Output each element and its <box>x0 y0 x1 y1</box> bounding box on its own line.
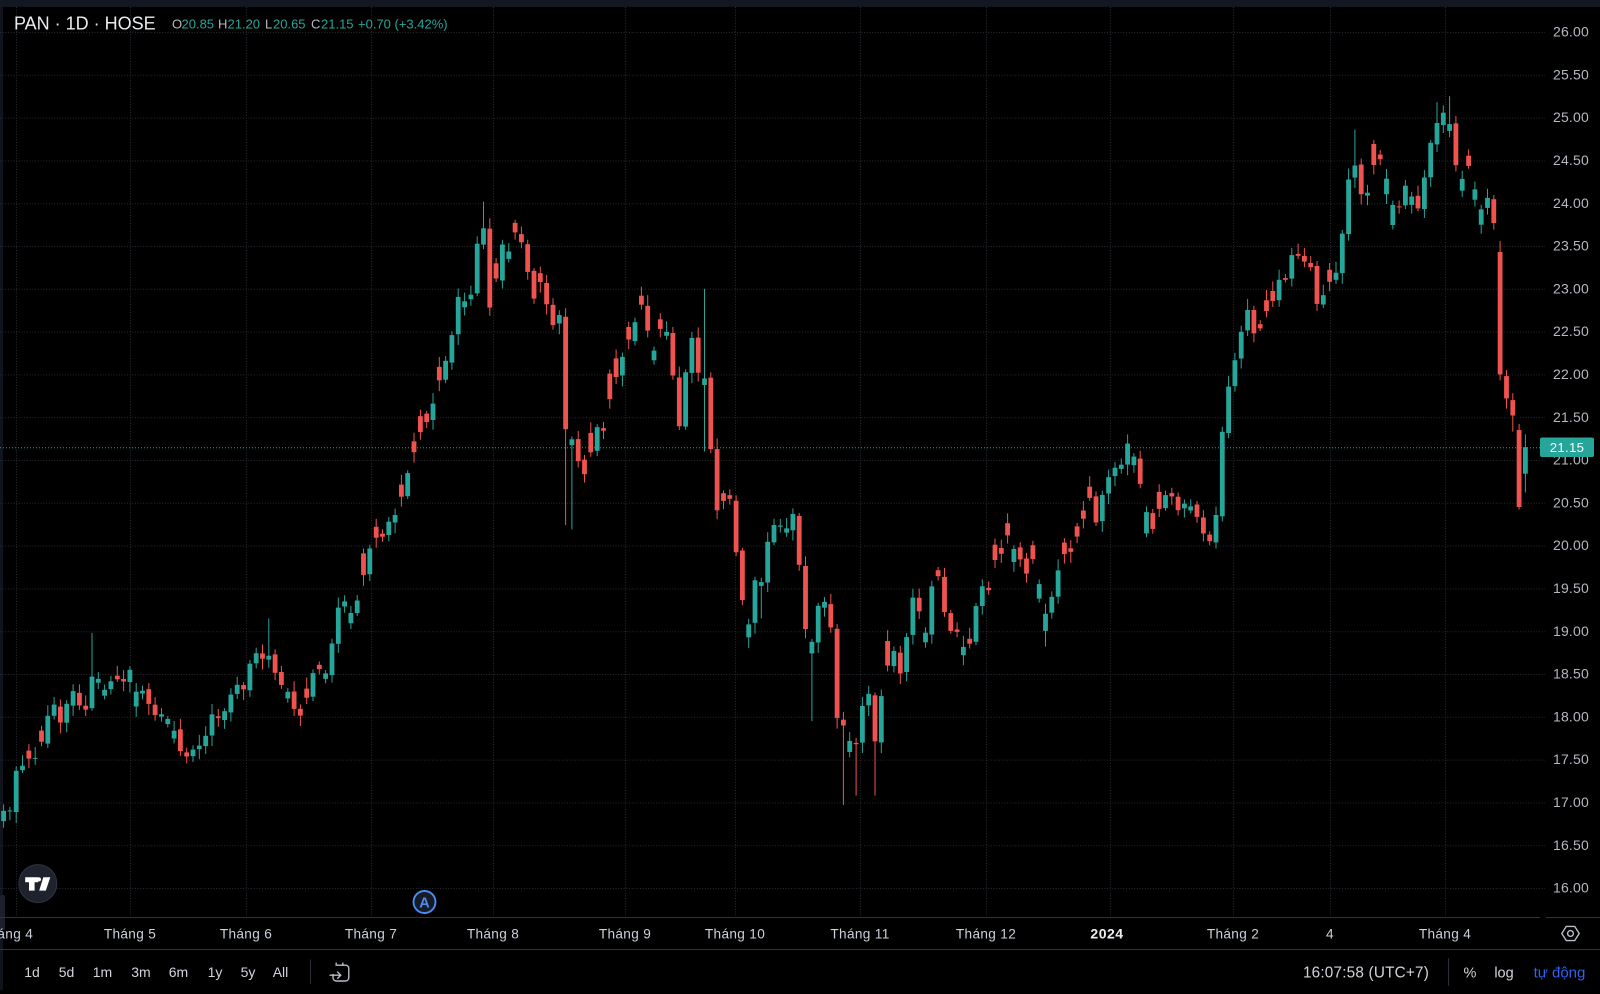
svg-text:17.50: 17.50 <box>1553 751 1589 767</box>
svg-text:25.00: 25.00 <box>1553 109 1589 125</box>
svg-text:All: All <box>273 964 289 980</box>
svg-text:H: H <box>218 17 227 32</box>
svg-text:Tháng 6: Tháng 6 <box>220 927 272 942</box>
svg-text:16.50: 16.50 <box>1553 837 1589 853</box>
svg-text:C: C <box>311 17 320 32</box>
svg-text:21.50: 21.50 <box>1553 409 1589 425</box>
svg-text:6m: 6m <box>169 964 188 980</box>
svg-text:tự động: tự động <box>1534 965 1586 982</box>
svg-text:20.65: 20.65 <box>273 17 306 32</box>
svg-text:Tháng 10: Tháng 10 <box>705 927 765 942</box>
svg-text:20.85: 20.85 <box>182 17 215 32</box>
svg-text:26.00: 26.00 <box>1553 24 1589 40</box>
svg-text:log: log <box>1494 966 1513 982</box>
svg-text:19.50: 19.50 <box>1553 580 1589 596</box>
svg-text:1y: 1y <box>208 964 223 980</box>
svg-text:19.00: 19.00 <box>1553 623 1589 639</box>
svg-text:PAN · 1D · HOSE: PAN · 1D · HOSE <box>14 14 156 34</box>
svg-text:Tháng 9: Tháng 9 <box>599 927 651 942</box>
svg-text:Tháng 2: Tháng 2 <box>1207 927 1259 942</box>
svg-text:20.50: 20.50 <box>1553 494 1589 510</box>
svg-text:Tháng 8: Tháng 8 <box>467 927 519 942</box>
svg-text:+0.70 (+3.42%): +0.70 (+3.42%) <box>358 17 448 32</box>
svg-text:23.00: 23.00 <box>1553 280 1589 296</box>
svg-text:24.00: 24.00 <box>1553 195 1589 211</box>
svg-text:3m: 3m <box>131 964 150 980</box>
svg-text:A: A <box>419 895 430 911</box>
svg-text:Tháng 11: Tháng 11 <box>830 927 889 942</box>
svg-text:18.00: 18.00 <box>1553 708 1589 724</box>
svg-text:21.15: 21.15 <box>1550 440 1585 455</box>
svg-text:Tháng 5: Tháng 5 <box>104 927 156 942</box>
svg-text:4: 4 <box>1326 927 1334 942</box>
svg-text:20.00: 20.00 <box>1553 537 1589 553</box>
svg-text:25.50: 25.50 <box>1553 66 1589 82</box>
svg-text:5y: 5y <box>241 964 256 980</box>
svg-text:17.00: 17.00 <box>1553 794 1589 810</box>
svg-text:Tháng 4: Tháng 4 <box>0 927 33 942</box>
svg-text:Tháng 7: Tháng 7 <box>345 927 397 942</box>
svg-text:L: L <box>265 17 272 32</box>
svg-text:21.15: 21.15 <box>321 17 354 32</box>
svg-text:Tháng 12: Tháng 12 <box>956 927 1016 942</box>
svg-text:1m: 1m <box>93 964 112 980</box>
svg-text:24.50: 24.50 <box>1553 152 1589 168</box>
svg-text:21.20: 21.20 <box>228 17 261 32</box>
svg-text:22.50: 22.50 <box>1553 323 1589 339</box>
svg-text:Tháng 4: Tháng 4 <box>1419 927 1471 942</box>
svg-text:1d: 1d <box>24 964 40 980</box>
svg-text:16:07:58 (UTC+7): 16:07:58 (UTC+7) <box>1303 965 1429 982</box>
svg-text:%: % <box>1464 966 1477 982</box>
svg-text:O: O <box>172 17 182 32</box>
svg-text:18.50: 18.50 <box>1553 666 1589 682</box>
svg-text:16.00: 16.00 <box>1553 880 1589 896</box>
svg-text:5d: 5d <box>59 964 75 980</box>
svg-text:22.00: 22.00 <box>1553 366 1589 382</box>
svg-text:2024: 2024 <box>1090 926 1123 942</box>
svg-text:23.50: 23.50 <box>1553 238 1589 254</box>
